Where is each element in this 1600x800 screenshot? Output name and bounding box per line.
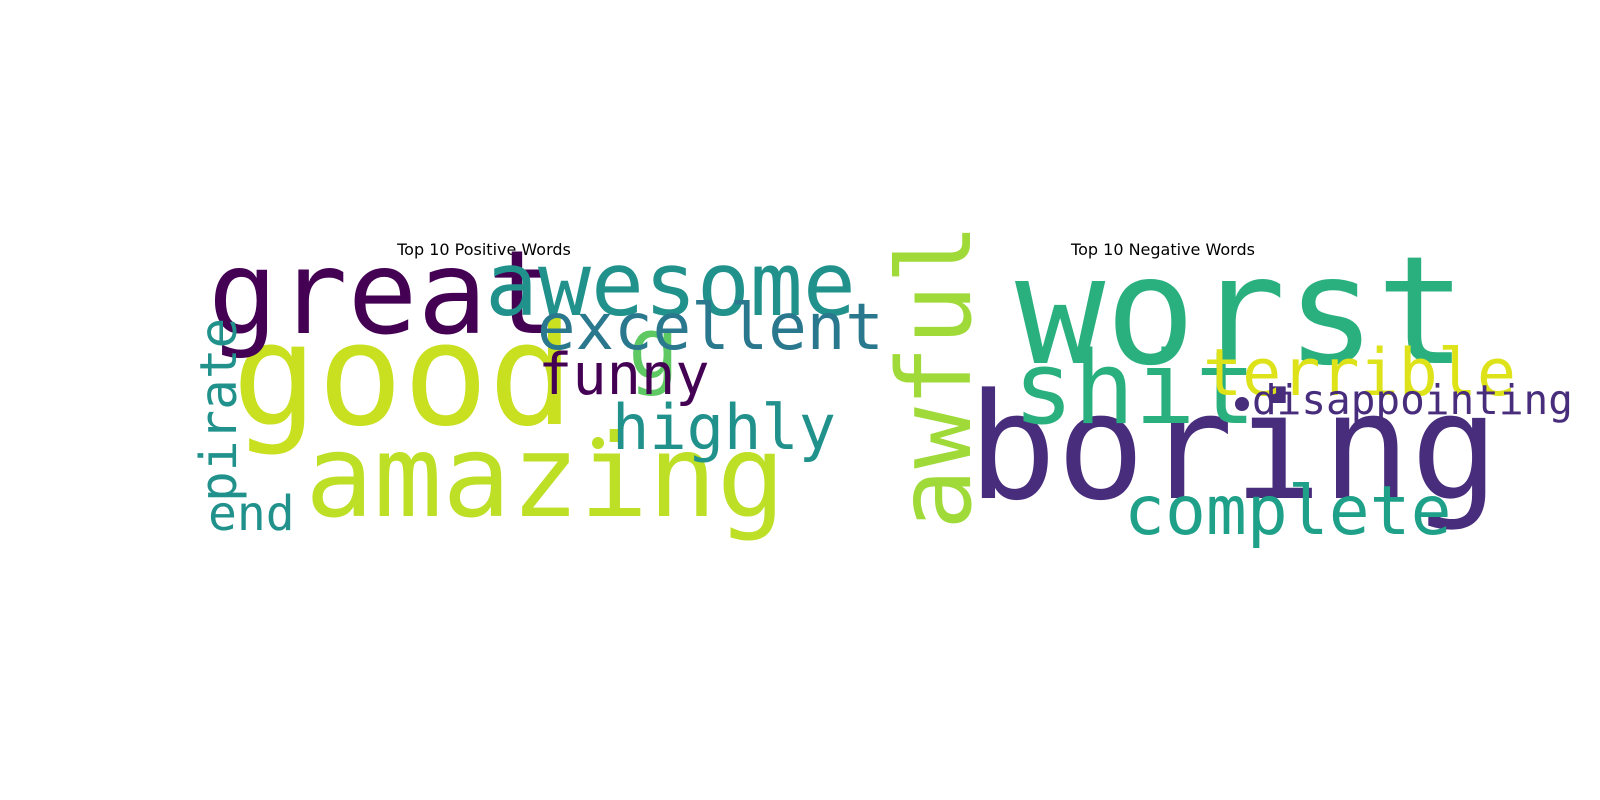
word-awesome: awesome <box>485 233 856 336</box>
word-great: great <box>208 226 557 361</box>
word-terrible: terrible <box>1203 336 1516 411</box>
wordcloud-dot <box>1235 397 1249 411</box>
word-excellent: excellent <box>537 291 884 365</box>
word-worst: worst <box>1015 225 1467 399</box>
word-shit: shit <box>1013 329 1256 447</box>
word-amazing: amazing <box>305 410 785 543</box>
word-funny: funny <box>538 342 710 408</box>
positive-wordcloud-title: Top 10 Positive Words <box>397 240 571 259</box>
wordcloud-dot <box>592 437 604 449</box>
word-complete: complete <box>1124 472 1452 551</box>
word-awful: awful <box>876 223 995 530</box>
word-good: good <box>232 293 574 458</box>
word-disappointing: disappointing <box>1252 376 1573 424</box>
word-end: end <box>208 486 295 542</box>
word-pirate: pirate <box>190 318 249 502</box>
word-g: g <box>628 300 679 399</box>
positive-wordcloud-panel: Top 10 Positive Words good great amazing aw… <box>190 226 884 543</box>
word-boring: boring <box>968 362 1499 533</box>
word-highly: highly <box>612 391 836 464</box>
negative-wordcloud-title: Top 10 Negative Words <box>1071 240 1255 259</box>
